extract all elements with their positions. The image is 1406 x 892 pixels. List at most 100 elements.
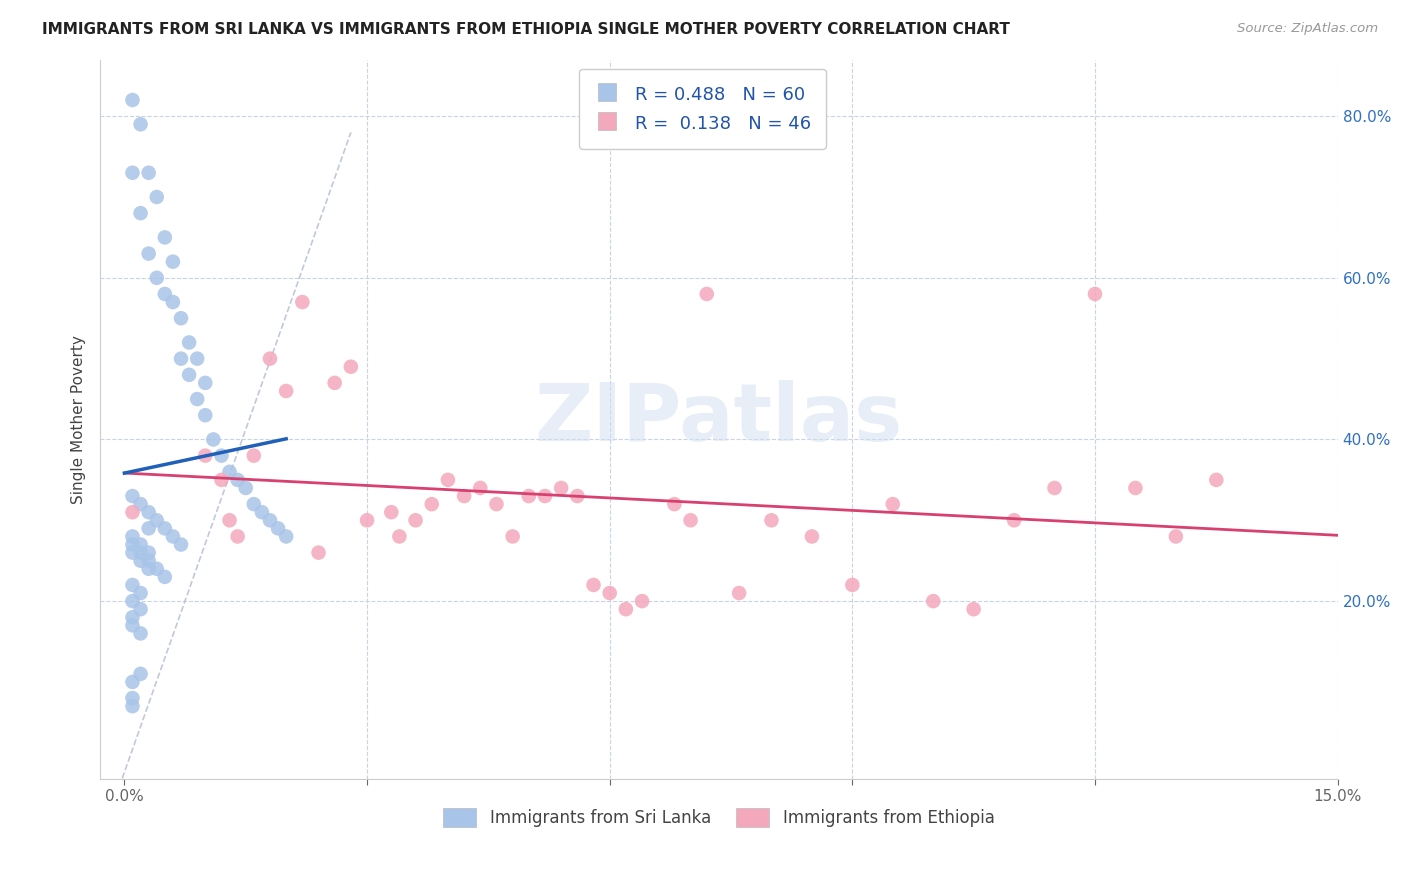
Point bbox=[121, 691, 143, 706]
Point bbox=[631, 594, 654, 608]
Point bbox=[170, 537, 193, 551]
Point bbox=[129, 206, 152, 220]
Point bbox=[235, 481, 257, 495]
Point bbox=[356, 513, 378, 527]
Point bbox=[170, 351, 193, 366]
Point bbox=[1043, 481, 1066, 495]
Point bbox=[121, 166, 143, 180]
Point bbox=[138, 505, 160, 519]
Point bbox=[218, 465, 240, 479]
Point bbox=[129, 537, 152, 551]
Point bbox=[437, 473, 460, 487]
Point bbox=[470, 481, 492, 495]
Point bbox=[162, 254, 184, 268]
Point bbox=[129, 626, 152, 640]
Point bbox=[121, 505, 143, 519]
Point bbox=[129, 586, 152, 600]
Point bbox=[226, 473, 249, 487]
Point bbox=[153, 230, 176, 244]
Point bbox=[1205, 473, 1227, 487]
Point bbox=[170, 311, 193, 326]
Point bbox=[129, 554, 152, 568]
Point bbox=[1002, 513, 1025, 527]
Point bbox=[129, 602, 152, 616]
Point bbox=[153, 287, 176, 301]
Text: ZIPatlas: ZIPatlas bbox=[534, 380, 903, 458]
Point bbox=[405, 513, 427, 527]
Point bbox=[211, 473, 233, 487]
Point bbox=[153, 521, 176, 535]
Point bbox=[963, 602, 986, 616]
Point bbox=[194, 449, 217, 463]
Point bbox=[679, 513, 702, 527]
Point bbox=[841, 578, 863, 592]
Point bbox=[291, 295, 314, 310]
Point bbox=[380, 505, 402, 519]
Point bbox=[145, 513, 167, 527]
Point bbox=[162, 295, 184, 310]
Point bbox=[121, 489, 143, 503]
Point bbox=[211, 449, 233, 463]
Point bbox=[194, 408, 217, 422]
Point bbox=[420, 497, 443, 511]
Point bbox=[453, 489, 475, 503]
Point bbox=[202, 433, 225, 447]
Point bbox=[259, 351, 281, 366]
Point bbox=[145, 190, 167, 204]
Point bbox=[162, 529, 184, 543]
Point bbox=[121, 93, 143, 107]
Point bbox=[567, 489, 589, 503]
Point bbox=[121, 537, 143, 551]
Point bbox=[177, 368, 200, 382]
Legend: Immigrants from Sri Lanka, Immigrants from Ethiopia: Immigrants from Sri Lanka, Immigrants fr… bbox=[434, 799, 1002, 835]
Point bbox=[138, 546, 160, 560]
Point bbox=[614, 602, 637, 616]
Point bbox=[186, 351, 208, 366]
Point bbox=[121, 594, 143, 608]
Point bbox=[145, 562, 167, 576]
Point bbox=[534, 489, 557, 503]
Point bbox=[121, 699, 143, 714]
Point bbox=[243, 497, 266, 511]
Point bbox=[226, 529, 249, 543]
Point bbox=[145, 270, 167, 285]
Point bbox=[121, 610, 143, 624]
Point bbox=[1164, 529, 1187, 543]
Point bbox=[388, 529, 411, 543]
Point bbox=[340, 359, 363, 374]
Point bbox=[728, 586, 751, 600]
Point bbox=[502, 529, 524, 543]
Point bbox=[138, 521, 160, 535]
Point bbox=[517, 489, 540, 503]
Point bbox=[177, 335, 200, 350]
Point bbox=[276, 384, 298, 398]
Point bbox=[138, 246, 160, 260]
Text: Source: ZipAtlas.com: Source: ZipAtlas.com bbox=[1237, 22, 1378, 36]
Point bbox=[761, 513, 783, 527]
Point bbox=[323, 376, 346, 390]
Point bbox=[308, 546, 330, 560]
Point bbox=[696, 287, 718, 301]
Point bbox=[267, 521, 290, 535]
Point bbox=[138, 554, 160, 568]
Point bbox=[922, 594, 945, 608]
Point bbox=[121, 529, 143, 543]
Point bbox=[194, 376, 217, 390]
Point bbox=[1125, 481, 1147, 495]
Point bbox=[664, 497, 686, 511]
Point bbox=[485, 497, 508, 511]
Point bbox=[153, 570, 176, 584]
Y-axis label: Single Mother Poverty: Single Mother Poverty bbox=[72, 334, 86, 504]
Text: IMMIGRANTS FROM SRI LANKA VS IMMIGRANTS FROM ETHIOPIA SINGLE MOTHER POVERTY CORR: IMMIGRANTS FROM SRI LANKA VS IMMIGRANTS … bbox=[42, 22, 1010, 37]
Point bbox=[276, 529, 298, 543]
Point bbox=[882, 497, 904, 511]
Point bbox=[121, 618, 143, 632]
Point bbox=[800, 529, 823, 543]
Point bbox=[129, 666, 152, 681]
Point bbox=[129, 497, 152, 511]
Point bbox=[129, 117, 152, 131]
Point bbox=[1084, 287, 1107, 301]
Point bbox=[243, 449, 266, 463]
Point bbox=[186, 392, 208, 406]
Point bbox=[582, 578, 605, 592]
